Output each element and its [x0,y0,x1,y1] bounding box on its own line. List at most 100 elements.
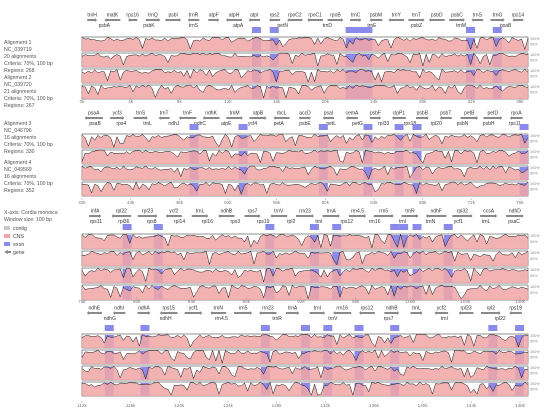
gene-label: trnA [288,306,298,312]
tick-label: 8k [177,99,183,104]
exon-block [354,325,364,331]
gene-arrow [506,214,524,218]
tick-label: 108k [515,299,526,304]
tick-label: 80k [133,299,141,304]
exon-block [443,224,453,230]
gene-arrow [184,311,203,315]
gene-label: rps16 [126,13,139,19]
gene-arrow [296,214,314,218]
pct-50: 50% [530,172,538,176]
gene-label: ndhF [430,209,441,215]
gene-arrow [322,116,335,120]
conservation-line [81,284,529,300]
gene-label: rps11 [90,219,102,225]
panel-4: ndhE ndhI ndhA rps15 ycf1 trnN rrn5 rrn23 trnA tr… [77,306,540,409]
gene-arrow [309,311,326,315]
axis-info: X-axis: Cordia monoica Window size: 100 … [4,210,58,223]
gene-label: rpl23 [142,209,153,215]
gene-arrow [439,116,452,120]
exon-block [301,325,310,331]
pct-100: 100% [530,150,540,154]
exon-fill [399,235,409,249]
gene-label: trnY [392,13,402,19]
exon-block [363,27,373,33]
gene-arrow [244,214,261,218]
gene-arrow [110,116,125,120]
cns-area [82,382,528,396]
gene-arrow [187,18,200,22]
gene-arrow [270,214,288,218]
alignment-2-label: Alignment 2 NC_039720 21 alignments Crit… [4,75,53,109]
gene-label: rps3 [230,219,240,225]
tick-label: 68k [419,200,427,205]
similarity-row: 100% 50% [81,181,540,197]
exon-block [345,27,355,33]
tick-label: 112k [77,403,87,408]
alignment-criteria: Criteria: 70%, 100 bp [4,61,53,67]
gene-arrow [480,311,501,315]
gene-label: rps7 [248,209,258,215]
gene-label: ndhC [194,121,206,127]
tick-label: 24k [370,99,378,104]
gene-label: rrn5 [379,209,388,215]
similarity-row: 100% 50% [81,149,540,165]
exon-fill [140,367,150,380]
similarity-row: 100% 50% [81,84,540,100]
exon-block [104,325,114,331]
gene-label: psaA [88,111,100,117]
exon-block [323,325,333,331]
gene-labels-top: ndhE ndhI ndhA rps15 ycf1 trnN rrn5 rrn23 trnA tr… [86,306,522,315]
gene-label: rps2 [270,13,280,19]
pct-50: 50% [530,356,538,360]
gene-arrow [234,311,253,315]
gene-arrow [512,18,524,22]
gene-label: rpl20 [431,121,442,127]
pct-50: 50% [530,43,538,47]
gene-label: psbA [99,23,111,29]
tick-label: 140k [418,403,429,408]
similarity-row: 100% 50% [81,349,540,365]
exon-block [238,124,248,130]
alignment-regions: Regions: 352 [4,188,35,194]
gene-arrow [133,116,148,120]
tick-label: 100k [406,299,417,304]
gene-label: petB [464,111,475,117]
gene-arrow [490,18,505,22]
similarity-row: 100% 50% [81,165,540,181]
gene-label: trnI [399,219,406,225]
alignment-3-label: Alignment 3 NC_046796 16 alignments Crit… [4,121,53,155]
gene-label: rpl14 [174,219,185,225]
gene-arrow [249,116,267,120]
gene-arrow [248,18,261,22]
gene-label: trnV [274,209,284,215]
tick-label: 56k [273,200,281,205]
cns-area [82,268,528,283]
alignment-title: Alignment 4 [4,160,32,166]
gene-label: trnT [412,13,421,19]
cns-area [82,134,528,148]
gene-label: psbH [483,121,495,127]
gene-label: trnI [441,316,448,322]
gene-arrow [327,18,344,22]
tick-label: 76k [78,299,86,304]
gene-arrow [269,18,281,22]
gene-arrow [104,18,121,22]
gene-label: trnR [272,316,282,322]
exon-fill [363,167,373,180]
tick-label: 16k [273,99,281,104]
gene-label: psaI [324,111,333,117]
gene-arrow [388,18,405,22]
gene-label: petN [277,23,288,29]
gene-label: atpF [209,13,219,19]
pct-100: 100% [530,382,540,386]
tick-label: 88k [243,299,251,304]
gene-label: rps8 [147,219,157,225]
legend-swatch-exon [4,242,10,246]
alignment-accession: NC_046796 [4,128,32,134]
gene-labels-bottom: psaB rps4 trnL ndhJ ndhC atpE ycf4 petA psbE petL… [89,121,521,127]
pct-50: 50% [530,340,538,344]
conservation-line [81,365,528,380]
window-size: Window size: 100 bp [4,217,52,223]
gene-label: rrn16 [369,219,381,225]
tick-label: 136k [369,403,380,408]
